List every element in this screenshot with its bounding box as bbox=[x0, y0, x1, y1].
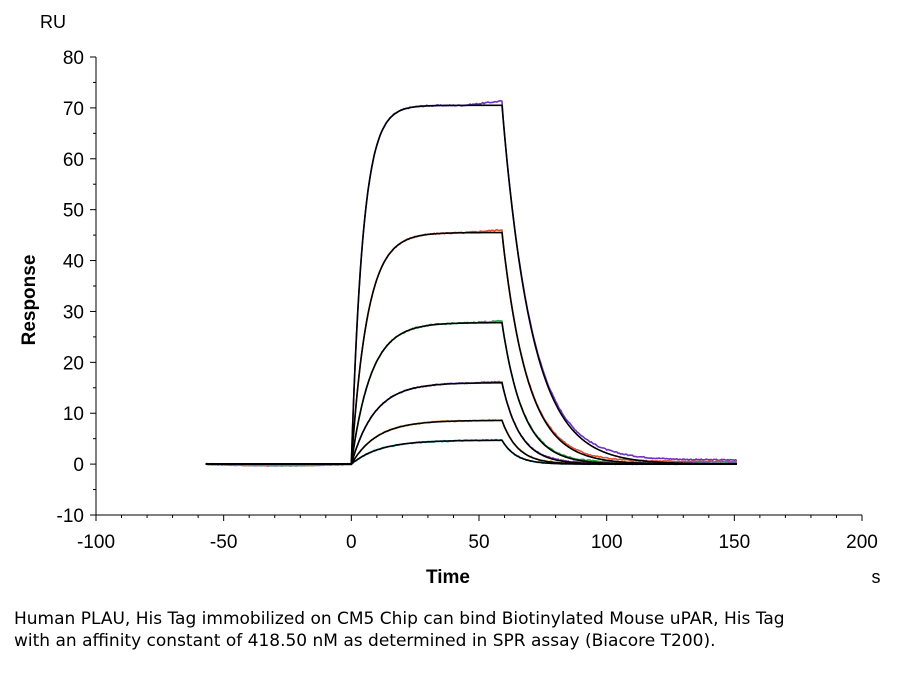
x-unit-label: s bbox=[872, 567, 881, 587]
y-tick-label: -10 bbox=[57, 506, 84, 527]
x-tick-label: 150 bbox=[718, 532, 750, 553]
spr-sensorgram-chart: RU Response Time s -100 -50 0 50 100 150 200-1… bbox=[19, 12, 881, 588]
x-tick-label: 0 bbox=[346, 532, 357, 553]
x-tick-label: 50 bbox=[468, 532, 489, 553]
fit-curve-4 bbox=[205, 382, 737, 465]
figure-caption: Human PLAU, His Tag immobilized on CM5 C… bbox=[14, 609, 785, 651]
x-tick-label: 100 bbox=[591, 532, 623, 553]
y-axis-title: Response bbox=[19, 255, 40, 346]
y-tick-label: 0 bbox=[73, 455, 84, 476]
measured-curve-2 bbox=[205, 228, 738, 467]
fit-curve-6 bbox=[205, 439, 737, 465]
y-unit-label: RU bbox=[40, 12, 66, 32]
fit-curve-2 bbox=[205, 231, 737, 465]
fit-curve-1 bbox=[205, 104, 737, 465]
x-axis-title: Time bbox=[426, 567, 470, 588]
y-tick-label: 60 bbox=[63, 150, 84, 171]
fit-curve-3 bbox=[205, 321, 737, 465]
x-tick-label: -50 bbox=[210, 532, 237, 553]
y-tick-label: 70 bbox=[63, 99, 84, 120]
fit-curve-5 bbox=[205, 419, 737, 465]
x-tick-label: -100 bbox=[77, 532, 115, 553]
measured-curve-4 bbox=[205, 380, 737, 467]
y-tick-label: 10 bbox=[63, 404, 84, 425]
y-tick-label: 50 bbox=[63, 201, 84, 222]
y-tick-label: 80 bbox=[63, 48, 84, 69]
y-tick-label: 20 bbox=[63, 353, 84, 374]
x-tick-label: 200 bbox=[846, 532, 878, 553]
y-tick-label: 30 bbox=[63, 302, 84, 323]
measured-curve-1 bbox=[205, 99, 738, 467]
measured-curve-3 bbox=[205, 319, 738, 467]
curves bbox=[205, 99, 738, 467]
y-tick-label: 40 bbox=[63, 252, 84, 273]
